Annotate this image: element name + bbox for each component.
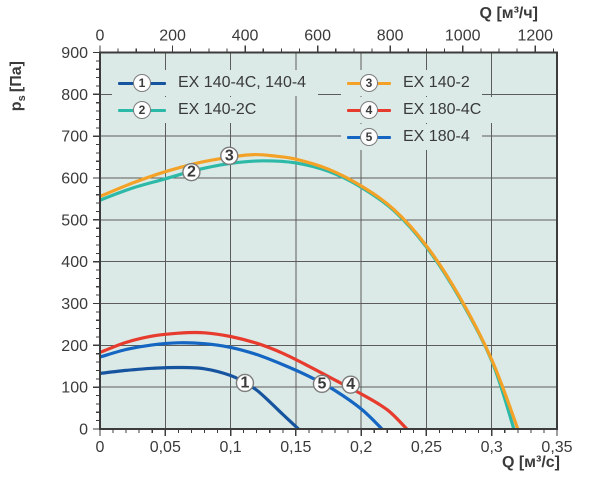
curve-ex-140-2 [99,152,520,430]
curve-marker-circle [220,146,239,166]
curve-marker-number: 3 [225,147,234,164]
tick-label-left: 0 [79,422,88,439]
curve-ex-140-4c-140-4 [99,365,300,431]
plot-border [99,51,558,430]
curve-marker-number: 4 [346,376,355,393]
tick-label-bottom: 0,15 [280,439,311,456]
tick-label-left: 500 [61,212,88,229]
tick-label-left: 700 [61,129,88,146]
tick-label-top: 1000 [445,28,481,45]
curve-marker-circle [341,375,360,394]
curve-ex-180-4 [99,341,384,431]
tick-label-bottom: 0,05 [150,439,181,456]
y-axis-title-unit: [Па] [7,61,25,93]
curve-marker-circle [182,162,201,182]
y-axis-title-subscript: s [16,95,29,102]
curve-marker-circle [235,373,255,393]
tick-label-left: 400 [61,254,88,271]
tick-label-left: 600 [61,171,88,188]
tick-label-left: 100 [61,380,88,397]
curve-marker-number: 1 [240,374,249,391]
tick-label-bottom: 0,3 [481,439,503,456]
curve-marker-number: 2 [187,164,196,181]
tick-label-top: 0 [96,28,105,45]
curve-marker-number: 5 [318,375,327,392]
y-axis-title-symbol: p [7,101,25,112]
tick-label-top: 200 [159,28,186,45]
tick-label-top: 1200 [517,28,553,45]
tick-label-bottom: 0 [96,439,105,456]
tick-label-top: 800 [377,28,404,45]
curve-ex-180-4c [99,330,408,431]
tick-label-left: 900 [61,45,88,62]
tick-label-top: 400 [232,28,259,45]
tick-label-top: 600 [304,28,331,45]
tick-label-bottom: 0,25 [411,439,442,456]
tick-label-left: 800 [61,87,88,104]
top-axis-title: Q [м³/ч] [479,5,538,22]
plot-area [100,52,557,429]
y-axis-title: ps [Па] [8,38,28,134]
curve-marker-circle [312,374,332,394]
tick-label-left: 200 [61,338,88,355]
tick-label-bottom: 0,2 [350,439,372,456]
tick-label-left: 300 [61,296,88,313]
bottom-axis-title: Q [м³/с] [501,454,560,471]
tick-label-bottom: 0,1 [219,439,241,456]
tick-label-bottom: 0,35 [541,439,572,456]
